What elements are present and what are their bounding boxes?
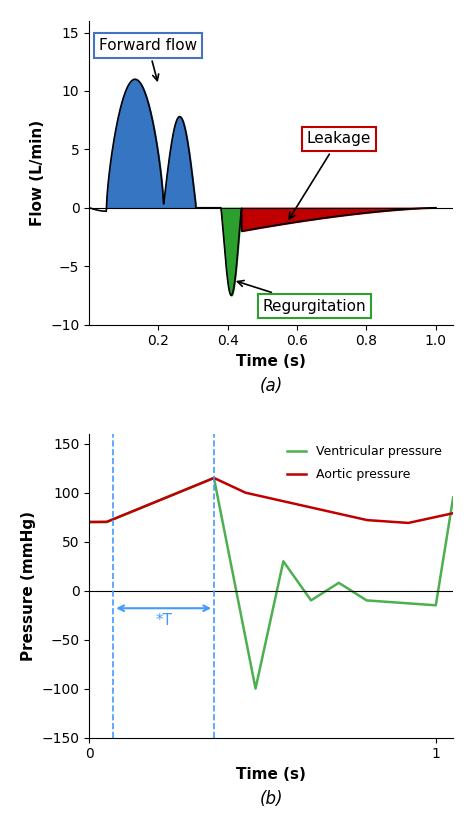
- Aortic pressure: [404, 518, 410, 528]
- Ventricular pressure: [211, 473, 217, 483]
- Ventricular pressure: [443, 535, 449, 545]
- Ventricular pressure: [253, 684, 258, 694]
- Ventricular pressure: [404, 598, 410, 608]
- Ventricular pressure: [149, 498, 155, 508]
- Aortic pressure: [443, 510, 449, 520]
- Aortic pressure: [149, 498, 155, 508]
- Ventricular pressure: [242, 629, 247, 638]
- Aortic pressure: [86, 517, 92, 527]
- Ventricular pressure: [86, 517, 92, 527]
- Line: Ventricular pressure: Ventricular pressure: [89, 478, 453, 689]
- Text: Forward flow: Forward flow: [99, 38, 197, 81]
- X-axis label: Time (s): Time (s): [236, 354, 306, 369]
- Line: Aortic pressure: Aortic pressure: [89, 478, 453, 523]
- Text: Leakage: Leakage: [289, 131, 371, 219]
- Ventricular pressure: [450, 492, 456, 502]
- Aortic pressure: [128, 507, 134, 517]
- Aortic pressure: [226, 480, 232, 490]
- Text: Regurgitation: Regurgitation: [237, 281, 366, 314]
- Y-axis label: Pressure (mmHg): Pressure (mmHg): [21, 510, 36, 661]
- X-axis label: Time (s): Time (s): [236, 767, 306, 782]
- Aortic pressure: [242, 487, 247, 497]
- Ventricular pressure: [226, 548, 232, 558]
- Text: (b): (b): [259, 790, 283, 809]
- Text: *T: *T: [155, 613, 172, 628]
- Aortic pressure: [405, 518, 411, 528]
- Text: (a): (a): [259, 377, 283, 396]
- Aortic pressure: [211, 473, 217, 483]
- Aortic pressure: [450, 508, 456, 518]
- Y-axis label: Flow (L/min): Flow (L/min): [29, 120, 45, 225]
- Legend: Ventricular pressure, Aortic pressure: Ventricular pressure, Aortic pressure: [283, 440, 447, 486]
- Ventricular pressure: [128, 507, 134, 517]
